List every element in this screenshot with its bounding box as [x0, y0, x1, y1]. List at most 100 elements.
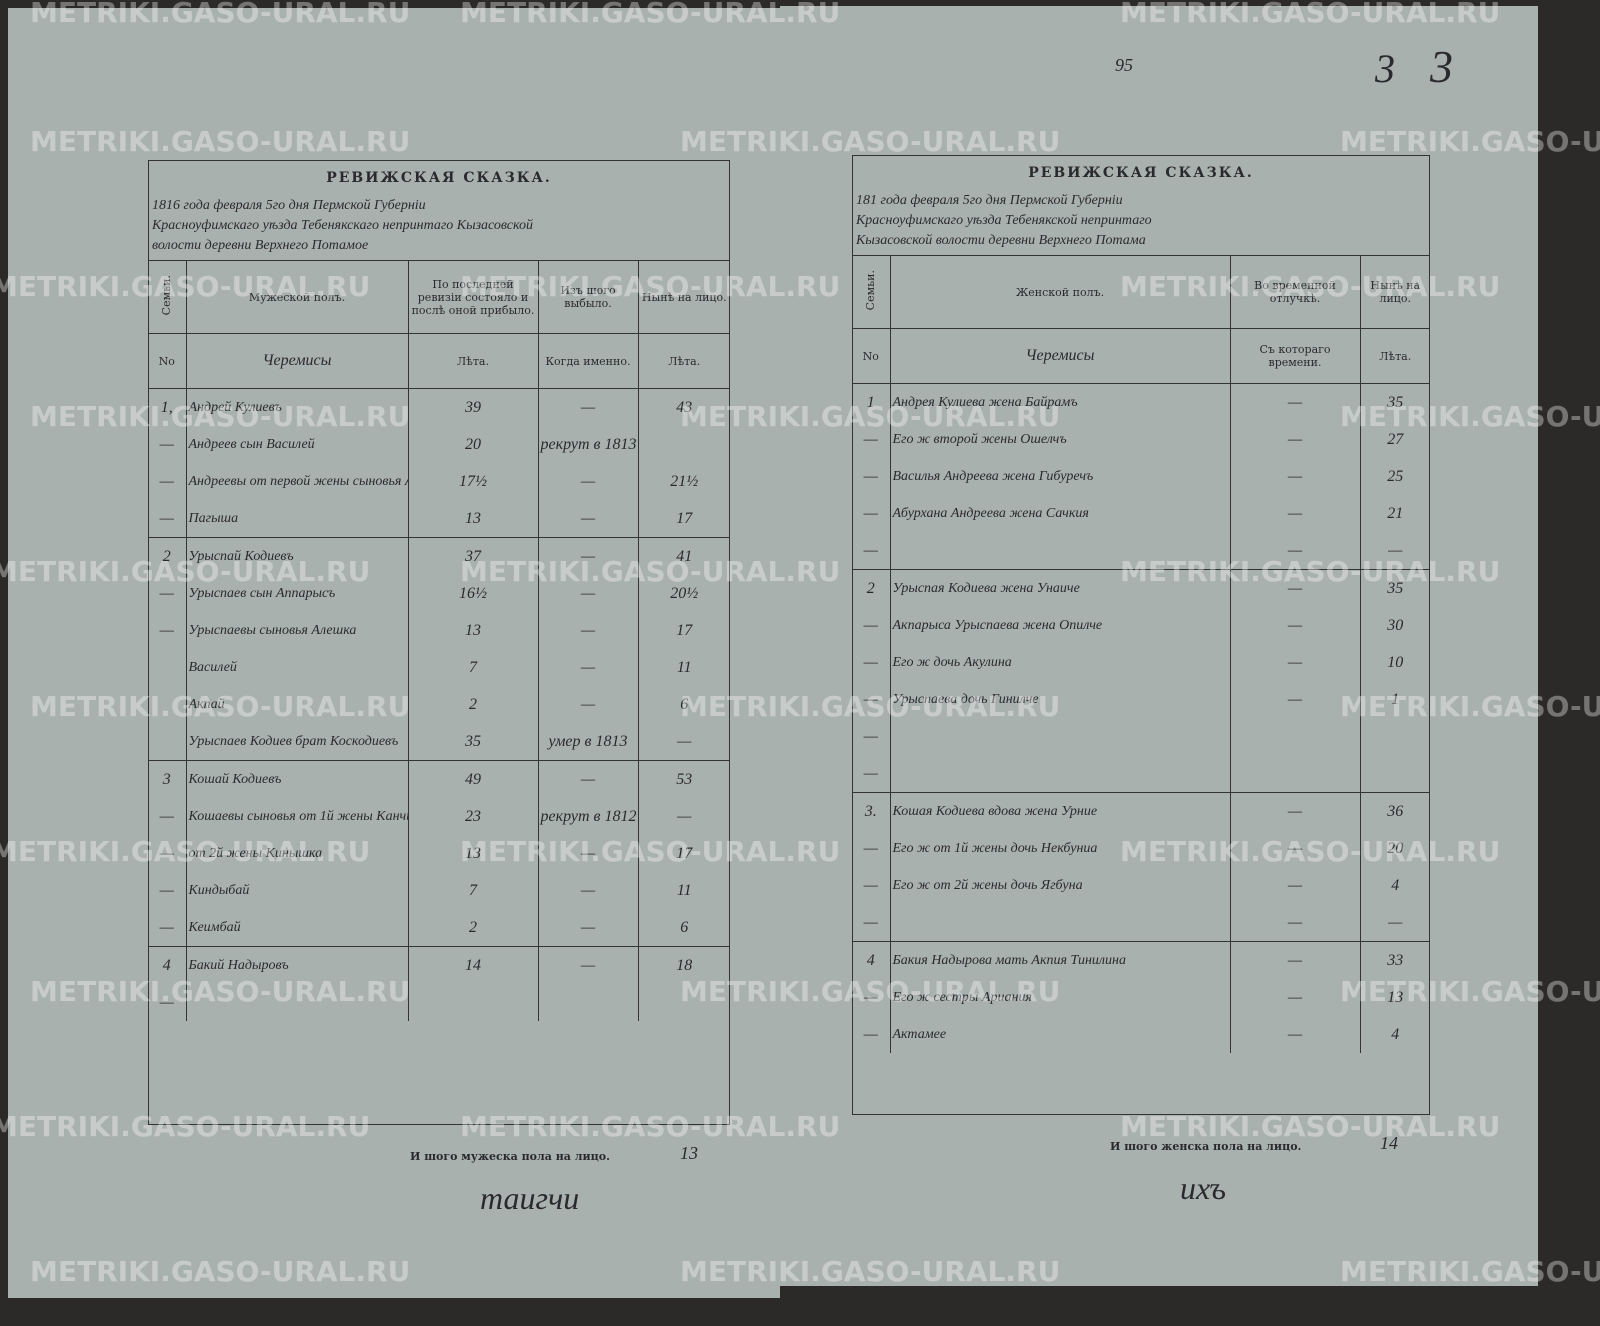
cell: 18 [637, 946, 730, 984]
table-row: — — — [852, 532, 1430, 570]
cell: Василья Андреева жена Гибуречъ [889, 458, 1230, 495]
table-row: Акпай 2—6 [148, 686, 730, 723]
table-row: — Его ж от 2й жены дочь Ягбуна —4 [852, 867, 1430, 904]
page-mark: 3 [1375, 46, 1395, 91]
cell: 21½ [637, 463, 730, 500]
cell [407, 984, 538, 1021]
column-subheader: No [852, 328, 890, 384]
table-row: — Андреев сын Василей 20 рекрут в 1813 [148, 426, 730, 463]
watermark: METRIKI.GASO-URAL.RU [680, 1255, 1061, 1288]
watermark: METRIKI.GASO-URAL.RU [1340, 125, 1600, 158]
cell: Андрей Кулиевъ [185, 388, 408, 426]
watermark: METRIKI.GASO-URAL.RU [0, 1110, 371, 1143]
cell: 21 [1359, 495, 1430, 532]
watermark: METRIKI.GASO-URAL.RU [1340, 690, 1600, 723]
cell: 13 [1359, 979, 1430, 1016]
watermark: METRIKI.GASO-URAL.RU [0, 270, 371, 303]
cell: 1 [1359, 681, 1430, 718]
cell: 17½ [407, 463, 538, 500]
cell: — [1229, 607, 1360, 644]
cell [185, 984, 408, 1021]
cell [889, 755, 1230, 793]
column-header: Изъ шого выбыло. [537, 260, 638, 334]
cell [537, 984, 638, 1021]
intro-line: Красноуфимскаго уѣзда Тебенякскаго непри… [152, 218, 534, 233]
total-value: 13 [680, 1143, 698, 1163]
cell: — [863, 616, 878, 634]
intro-line: 1816 года февраля 5го дня Пермской Губер… [152, 198, 426, 213]
table-row: — от 2й жены Кинышка 13—17 [148, 835, 730, 872]
watermark: METRIKI.GASO-URAL.RU [30, 0, 411, 29]
cell: — [1229, 941, 1360, 979]
column-subheader: Лѣта. [637, 333, 730, 389]
cell: Бакия Надырова мать Акпия Тинилина [889, 941, 1230, 979]
watermark: METRIKI.GASO-URAL.RU [1340, 975, 1600, 1008]
cell: — [537, 760, 638, 798]
cell: — [1229, 458, 1360, 495]
cell: — [537, 909, 638, 947]
cell: — [1229, 383, 1360, 421]
cell: — [159, 807, 174, 825]
table-row: Василей 7—11 [148, 649, 730, 686]
cell: — [863, 913, 878, 931]
cell: — [537, 835, 638, 872]
watermark: METRIKI.GASO-URAL.RU [460, 0, 841, 29]
watermark: METRIKI.GASO-URAL.RU [460, 1110, 841, 1143]
watermark: METRIKI.GASO-URAL.RU [460, 555, 841, 588]
cell: 4 [1359, 1016, 1430, 1053]
cell: Урыспаев Кодиев брат Коскодиевъ [185, 723, 408, 761]
table-row: — Урыспаев сын Аппарысъ 16½ —20½ [148, 575, 730, 612]
cell: — [537, 463, 638, 500]
watermark: METRIKI.GASO-URAL.RU [1340, 1255, 1600, 1288]
watermark: METRIKI.GASO-URAL.RU [460, 270, 841, 303]
cell: — [863, 988, 878, 1006]
cell: Акпарыса Урыспаева жена Опилче [889, 607, 1230, 644]
intro-line: волости деревни Верхнего Потамое [152, 238, 369, 253]
total-value: 14 [1380, 1133, 1398, 1153]
cell: Урыспай Кодиевъ [185, 537, 408, 575]
cell: — [159, 435, 174, 453]
table-row: 3. Кошая Кодиева вдова жена Урние —36 [852, 792, 1430, 830]
cell: 13 [407, 612, 538, 649]
register-table: Семьи. Женской полъ. Во временной отлучкѣ.… [852, 255, 1430, 1053]
cell: — [1229, 867, 1360, 904]
total-label: И шого мужеска пола на лицо. [410, 1150, 610, 1163]
cell: — [863, 430, 878, 448]
cell: — [159, 993, 174, 1011]
cell: — [537, 686, 638, 723]
cell: 20 [407, 426, 538, 463]
cell [148, 649, 186, 686]
page-mark: 3 [1430, 41, 1453, 92]
column-header: Во временной отлучкѣ. [1229, 255, 1360, 329]
table-row: — Абурхана Андреева жена Сачкия —21 [852, 495, 1430, 532]
cell: рекрут в 1813 [537, 426, 638, 463]
cell: — [1359, 532, 1430, 570]
cell: 16½ [407, 575, 538, 612]
table-row: No Черемисы Съ котораго времени. Лѣта. [852, 328, 1430, 384]
cell: Абурхана Андреева жена Сачкия [889, 495, 1230, 532]
cell: — [863, 541, 878, 559]
table-row: — Кошаевы сыновья от 1й жены Канчи 23 рекру… [148, 798, 730, 835]
cell: — [159, 844, 174, 862]
cell: 10 [1359, 644, 1430, 681]
watermark: METRIKI.GASO-URAL.RU [1120, 1110, 1501, 1143]
watermark: METRIKI.GASO-URAL.RU [1120, 835, 1501, 868]
column-subheader: Лѣта. [1359, 328, 1430, 384]
cell: — [159, 584, 174, 602]
table-row: 2 Урыспай Кодиевъ 37—41 [148, 537, 730, 575]
cell: 35 [1359, 383, 1430, 421]
cell: Андрея Кулиева жена Байрамъ [889, 383, 1230, 421]
cell: Актамее [889, 1016, 1230, 1053]
cell: — [1229, 681, 1360, 718]
column-header: Семьи. [148, 260, 186, 334]
total-label: И шого женска пола на лицо. [1110, 1140, 1302, 1153]
table-row: — Пагыша 13—17 [148, 500, 730, 538]
cell: — [863, 504, 878, 522]
cell: — [159, 509, 174, 527]
column-header: Нынѣ на лицо. [637, 260, 730, 334]
cell: — [537, 500, 638, 538]
cell: — [863, 467, 878, 485]
watermark: METRIKI.GASO-URAL.RU [30, 125, 411, 158]
cell: — [159, 881, 174, 899]
cell: Акпай [185, 686, 408, 723]
